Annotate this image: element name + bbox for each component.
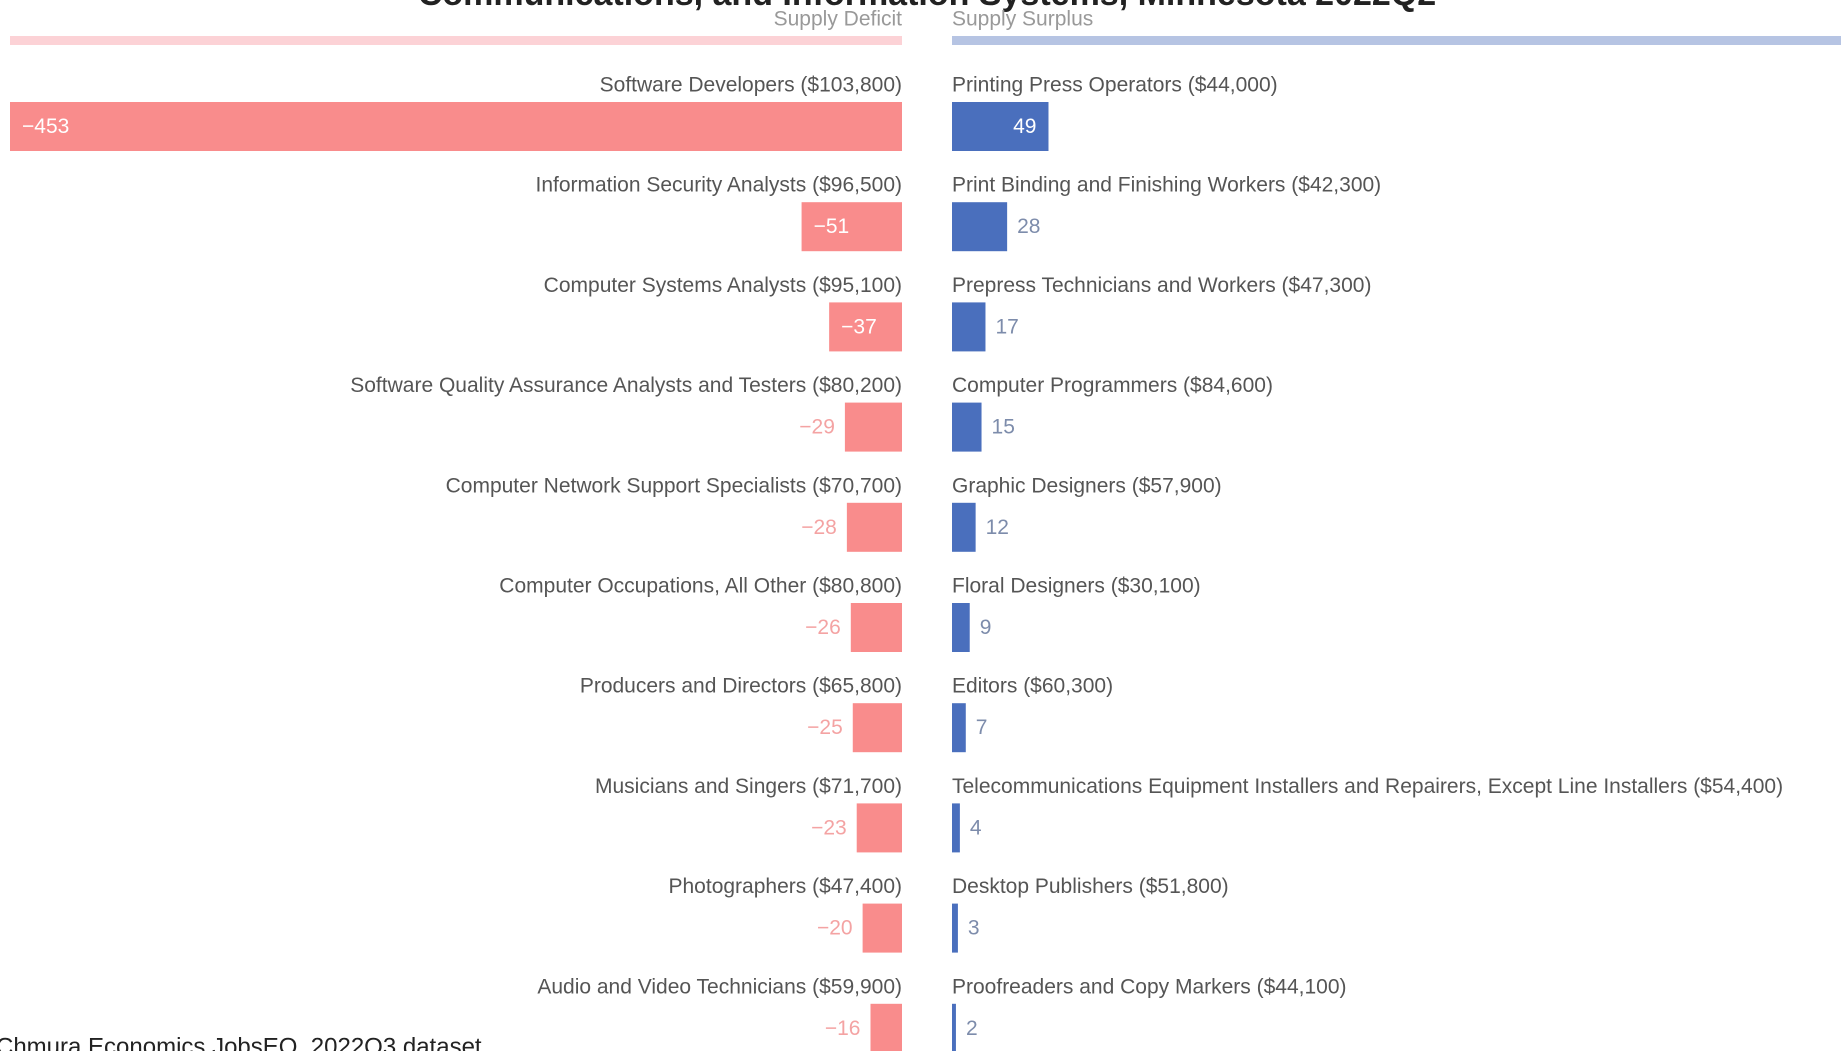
value-label: 49 [1013,115,1036,138]
category-label: Floral Designers ($30,100) [952,575,1201,598]
value-label: −23 [811,816,847,839]
value-label: 12 [986,516,1009,539]
value-label: −37 [841,315,877,338]
category-label: Computer Programmers ($84,600) [952,374,1273,397]
bar [801,202,902,252]
value-label: 3 [968,917,980,940]
value-label: −25 [807,716,843,739]
value-label: −16 [825,1017,861,1040]
category-label: Telecommunications Equipment Installers … [952,775,1783,798]
bar [829,302,902,352]
value-label: 2 [966,1017,978,1040]
bar [850,603,902,652]
header-band [952,36,1841,45]
source: Chmura Economics JobsEQ, 2022Q3 dataset [0,1033,482,1051]
value-label: −26 [805,616,841,639]
category-label: Print Binding and Finishing Workers ($42… [952,174,1381,197]
bar [862,903,902,953]
bar [852,703,902,753]
bar [856,803,902,853]
value-label: 9 [980,616,992,639]
bar [952,502,976,552]
category-label: Musicians and Singers ($71,700) [595,775,902,798]
bar [952,703,966,753]
bar [952,302,986,352]
value-label: 15 [992,416,1015,439]
chart-title: Communications, and Information Systems,… [418,0,1436,13]
category-label: Editors ($60,300) [952,675,1113,698]
category-label: Software Developers ($103,800) [600,74,902,97]
bar [10,102,902,151]
bar [844,402,902,452]
bar [846,502,902,552]
category-label: Software Quality Assurance Analysts and … [350,374,902,397]
value-label: −51 [814,215,850,238]
bar [952,603,970,652]
category-label: Proofreaders and Copy Markers ($44,100) [952,975,1347,998]
category-label: Photographers ($47,400) [669,875,903,898]
bar [952,402,982,452]
category-label: Information Security Analysts ($96,500) [535,174,902,197]
value-label: −29 [799,416,835,439]
category-label: Graphic Designers ($57,900) [952,474,1222,497]
value-label: 4 [970,816,982,839]
bar [952,803,960,853]
bar [952,903,958,953]
category-label: Printing Press Operators ($44,000) [952,74,1278,97]
category-label: Computer Systems Analysts ($95,100) [544,274,902,297]
bar [870,1003,902,1053]
category-label: Audio and Video Technicians ($59,900) [537,975,902,998]
value-label: 17 [995,315,1018,338]
series-header: Supply Deficit [774,8,903,31]
bar [952,202,1008,252]
value-label: −20 [817,917,853,940]
bar [952,102,1049,151]
value-label: −28 [801,516,837,539]
category-label: Computer Occupations, All Other ($80,800… [499,575,902,598]
value-label: 28 [1017,215,1040,238]
category-label: Desktop Publishers ($51,800) [952,875,1229,898]
category-label: Producers and Directors ($65,800) [580,675,902,698]
header-band [10,36,902,45]
value-label: 7 [976,716,988,739]
category-label: Computer Network Support Specialists ($7… [446,474,902,497]
value-label: −453 [22,115,69,138]
series-header: Supply Surplus [952,8,1093,31]
category-label: Prepress Technicians and Workers ($47,30… [952,274,1371,297]
bar [952,1003,956,1053]
